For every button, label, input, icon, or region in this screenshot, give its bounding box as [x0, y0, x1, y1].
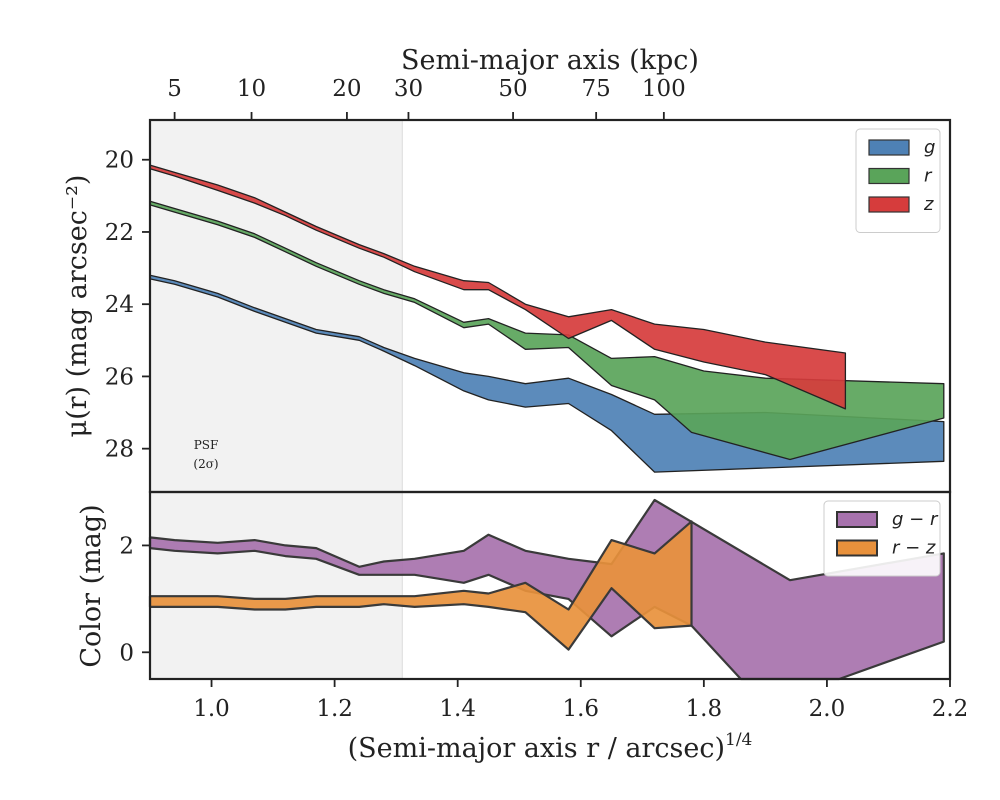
axis-ticks: 1.0 1.2 1.4 1.6 1.8 2.0 2.25 10 20 30 50 75 10020222…	[105, 76, 969, 722]
top-tick-label: 5	[167, 76, 182, 102]
top-legend-label: z	[923, 194, 934, 215]
psf-label-line2: (2σ)	[193, 457, 218, 471]
top-y-tick-label: 24	[105, 292, 134, 318]
bottom-legend-swatch	[836, 539, 878, 557]
top-legend-swatch	[868, 196, 910, 213]
x-tick-label: 1.0	[193, 696, 230, 722]
top-legend: grz	[855, 128, 941, 233]
top-tick-label: 75	[582, 76, 611, 102]
top-legend-swatch	[868, 139, 910, 156]
bottom-y-axis-title: Color (mag)	[76, 504, 107, 667]
top-y-tick-label: 22	[105, 220, 134, 246]
x-tick-label: 2.2	[932, 696, 969, 722]
top-legend-swatch	[868, 167, 910, 185]
bottom-band-rz	[148, 520, 693, 651]
top-y-tick-label: 26	[105, 364, 134, 390]
top-tick-label: 100	[642, 76, 686, 102]
x-tick-label: 1.6	[562, 696, 599, 722]
top-band-r	[149, 200, 945, 461]
top-axis-title: Semi-major axis (kpc)	[401, 45, 699, 76]
top-tick-label: 20	[332, 76, 361, 102]
top-y-tick-label: 20	[105, 148, 134, 174]
x-axis-title: (Semi-major axis r / arcsec)1/4	[348, 730, 753, 764]
x-tick-label: 2.0	[809, 696, 846, 722]
top-tick-label: 30	[394, 76, 423, 102]
x-tick-label: 1.2	[316, 696, 353, 722]
top-tick-label: 50	[498, 76, 527, 102]
bottom-legend: g − r r − z	[823, 500, 941, 577]
bottom-panel-frame	[148, 490, 952, 681]
bottom-legend-swatch	[836, 511, 878, 528]
top-y-tick-label: 28	[105, 437, 134, 463]
bottom-legend-label: r − z	[892, 538, 936, 559]
top-legend-label: r	[924, 166, 933, 187]
top-band-z	[149, 164, 847, 410]
bottom-legend-label: g − r	[892, 509, 939, 530]
top-y-axis-title: μ(r) (mag arcsec⁻²)	[62, 175, 93, 438]
top-panel-bands	[149, 164, 945, 473]
psf-label-line1: PSF	[194, 438, 219, 452]
x-tick-label: 1.8	[686, 696, 723, 722]
top-legend-label: g	[924, 137, 935, 158]
x-tick-label: 1.4	[439, 696, 476, 722]
bottom-y-tick-label: 2	[119, 533, 134, 559]
top-tick-label: 10	[237, 76, 266, 102]
bottom-y-tick-label: 0	[119, 640, 134, 666]
